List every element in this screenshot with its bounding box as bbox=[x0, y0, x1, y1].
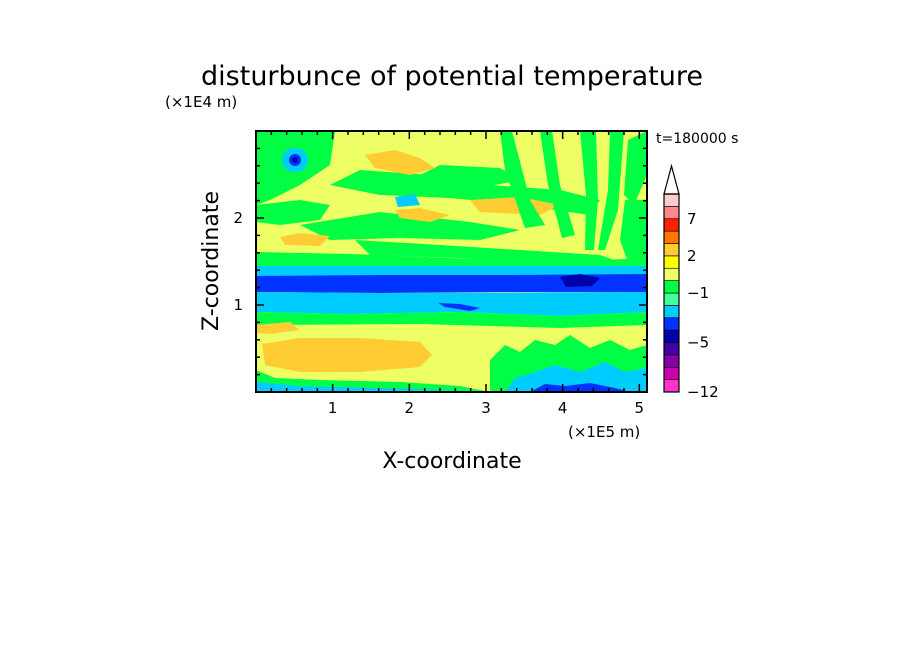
x-tick-label: 1 bbox=[328, 399, 338, 417]
contour-green-streak-2 bbox=[410, 165, 520, 188]
colorbar-frame bbox=[663, 193, 680, 393]
colorbar-swatch bbox=[663, 342, 680, 356]
contour-orange-streak-4 bbox=[470, 197, 560, 215]
x-tick-label: 3 bbox=[481, 399, 491, 417]
x-axis-label: X-coordinate bbox=[382, 449, 521, 474]
y-tick-label: 2 bbox=[233, 209, 243, 227]
colorbar-swatch bbox=[663, 292, 680, 306]
colorbar-swatch bbox=[663, 305, 680, 319]
contour-blue-band bbox=[256, 274, 647, 293]
contour-orange-streak-3 bbox=[280, 233, 330, 246]
y-axis-label: Z-coordinate bbox=[199, 191, 224, 331]
y-unit-label: (×1E4 m) bbox=[165, 93, 237, 111]
colorbar-swatch bbox=[663, 317, 680, 331]
plot-frame bbox=[255, 130, 648, 393]
colorbar-swatch bbox=[663, 267, 680, 281]
colorbar-swatch bbox=[663, 366, 680, 380]
colorbar-swatch bbox=[663, 206, 680, 220]
colorbar-label: 2 bbox=[687, 247, 697, 265]
contour-cyan-bottom-left bbox=[256, 382, 470, 392]
contour-green-band-upper bbox=[256, 252, 647, 268]
colorbar-label: −12 bbox=[687, 383, 719, 401]
contour-cyan-patch bbox=[395, 194, 420, 207]
colorbar-swatch bbox=[663, 329, 680, 343]
x-axis: 1 2 3 4 5 bbox=[270, 131, 645, 417]
contour-green-streak-4 bbox=[355, 240, 620, 265]
colorbar-extend-arrow bbox=[663, 163, 680, 195]
contour-green-upper-left-2 bbox=[256, 200, 330, 225]
contour-navy-eddy bbox=[292, 157, 298, 163]
x-unit-label: (×1E5 m) bbox=[568, 423, 640, 441]
colorbar-swatch bbox=[663, 230, 680, 244]
colorbar-label: 7 bbox=[687, 210, 697, 228]
contour-green-streak-3 bbox=[300, 212, 520, 240]
x-tick-label: 5 bbox=[635, 399, 645, 417]
colorbar-swatch bbox=[663, 379, 680, 393]
y-tick-label: 1 bbox=[233, 296, 243, 314]
colorbar-labels: −12−5−127 bbox=[687, 210, 719, 401]
colorbar-swatch bbox=[663, 193, 680, 207]
contour-orange-streak-1 bbox=[365, 150, 435, 175]
contour-navy-patch bbox=[560, 274, 600, 287]
contour-cyan-lower-right bbox=[505, 362, 647, 392]
contour-blue-streak bbox=[438, 303, 480, 311]
time-label: t=180000 s bbox=[656, 131, 738, 147]
colorbar-label: −1 bbox=[687, 284, 709, 302]
chart-title: disturbunce of potential temperature bbox=[201, 61, 703, 92]
colorbar-swatch bbox=[663, 280, 680, 294]
contour-field bbox=[256, 131, 647, 392]
contour-green-right-edge bbox=[620, 200, 647, 262]
x-tick-label: 4 bbox=[558, 399, 568, 417]
colorbar-swatch bbox=[663, 255, 680, 269]
contour-green-band-lower bbox=[256, 312, 647, 328]
contour-orange-band bbox=[262, 338, 432, 372]
contour-green-streaks-right bbox=[500, 131, 647, 250]
colorbar-swatch bbox=[663, 218, 680, 232]
contour-orange-patch-2 bbox=[256, 322, 300, 334]
contour-orange-streak-2 bbox=[395, 208, 450, 222]
x-tick-label: 2 bbox=[405, 399, 415, 417]
colorbar-swatch bbox=[663, 354, 680, 368]
colorbar-label: −5 bbox=[687, 334, 709, 352]
contour-blue-bottom bbox=[530, 383, 630, 392]
colorbar-swatch bbox=[663, 243, 680, 257]
y-axis: 12 bbox=[233, 147, 647, 376]
colorbar bbox=[663, 163, 680, 393]
